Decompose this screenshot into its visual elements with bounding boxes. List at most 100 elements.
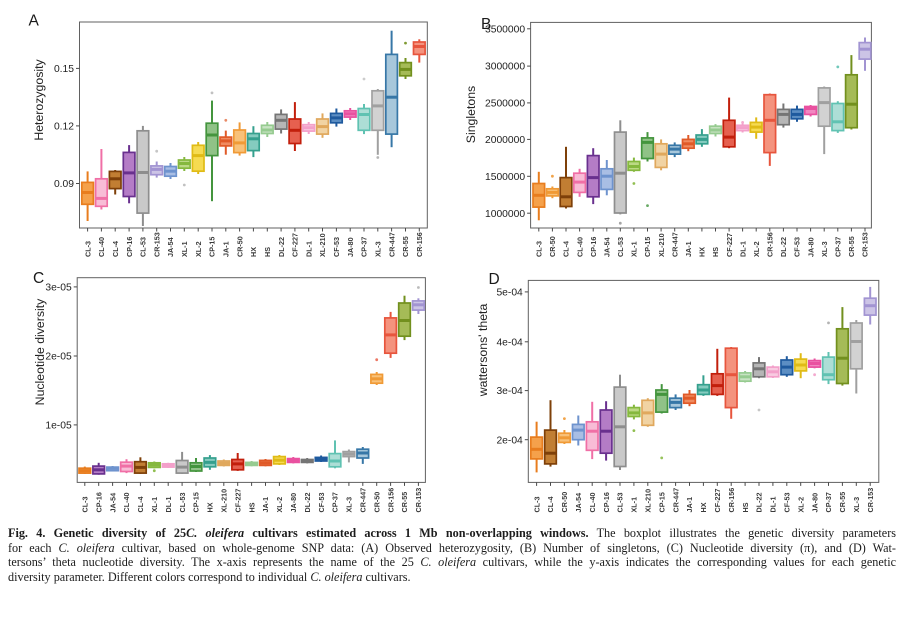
svg-text:1500000: 1500000 — [485, 172, 525, 183]
svg-text:CR-153: CR-153 — [866, 488, 875, 513]
svg-text:HS: HS — [711, 247, 720, 257]
svg-text:CR-153: CR-153 — [414, 488, 423, 513]
svg-text:5e-04: 5e-04 — [496, 288, 523, 299]
svg-text:CL-3: CL-3 — [535, 241, 544, 257]
svg-text:CR-50: CR-50 — [548, 236, 557, 257]
svg-text:JA-1: JA-1 — [685, 497, 694, 513]
svg-text:DL-1: DL-1 — [304, 241, 313, 257]
svg-text:CP-15: CP-15 — [192, 492, 201, 512]
svg-text:CP-37: CP-37 — [824, 492, 833, 512]
svg-text:CP-16: CP-16 — [589, 237, 598, 257]
svg-text:HS: HS — [247, 502, 256, 512]
svg-text:JA-54: JA-54 — [108, 493, 117, 513]
svg-text:CR-156: CR-156 — [727, 488, 736, 513]
svg-text:XL-3: XL-3 — [345, 497, 354, 513]
svg-text:CF-53: CF-53 — [783, 493, 792, 513]
svg-text:CL-4: CL-4 — [546, 497, 555, 513]
svg-text:CL-40: CL-40 — [588, 493, 597, 513]
svg-text:CR-55: CR-55 — [847, 236, 856, 257]
svg-text:XL-1: XL-1 — [630, 497, 639, 513]
svg-text:CF-53: CF-53 — [317, 493, 326, 513]
svg-text:2e-04: 2e-04 — [496, 435, 523, 446]
svg-text:CF-227: CF-227 — [713, 489, 722, 513]
svg-text:JA-1: JA-1 — [261, 497, 270, 513]
svg-text:CP-15: CP-15 — [208, 237, 217, 257]
svg-text:CR-156: CR-156 — [386, 488, 395, 513]
svg-text:JA-80: JA-80 — [289, 493, 298, 513]
svg-text:HS: HS — [263, 247, 272, 257]
svg-text:JA-54: JA-54 — [574, 493, 583, 513]
svg-text:XL-2: XL-2 — [194, 241, 203, 257]
svg-text:2500000: 2500000 — [485, 99, 525, 110]
svg-text:CL-3: CL-3 — [532, 497, 541, 513]
svg-text:CR-153: CR-153 — [861, 232, 870, 257]
svg-text:DL-1: DL-1 — [738, 241, 747, 257]
svg-text:B: B — [481, 16, 491, 33]
svg-text:1e-05: 1e-05 — [45, 421, 72, 432]
svg-text:CL-40: CL-40 — [575, 237, 584, 257]
svg-text:CR-55: CR-55 — [401, 236, 410, 257]
svg-text:DL-22: DL-22 — [277, 237, 286, 257]
svg-text:JA-1: JA-1 — [222, 241, 231, 257]
svg-text:3e-04: 3e-04 — [496, 386, 523, 397]
svg-text:3000000: 3000000 — [485, 62, 525, 73]
svg-text:XL-210: XL-210 — [318, 233, 327, 257]
svg-text:HX: HX — [206, 502, 215, 512]
svg-text:0.12: 0.12 — [54, 122, 74, 133]
svg-text:CR-447: CR-447 — [359, 488, 368, 513]
svg-text:1000000: 1000000 — [485, 209, 525, 220]
svg-text:CR-447: CR-447 — [387, 232, 396, 257]
svg-text:CP-16: CP-16 — [94, 492, 103, 512]
svg-text:CR-153: CR-153 — [152, 232, 161, 257]
svg-text:XL-2: XL-2 — [752, 241, 761, 257]
svg-text:DL-1: DL-1 — [769, 497, 778, 513]
svg-text:CF-227: CF-227 — [291, 233, 300, 257]
svg-text:CL-3: CL-3 — [81, 497, 90, 513]
svg-text:Heterozygosity: Heterozygosity — [32, 58, 46, 140]
svg-text:CL-3: CL-3 — [83, 241, 92, 257]
svg-text:HX: HX — [699, 502, 708, 512]
svg-text:CP-37: CP-37 — [331, 492, 340, 512]
svg-text:CF-53: CF-53 — [793, 237, 802, 257]
svg-text:JA-80: JA-80 — [806, 237, 815, 257]
svg-text:Nucleotide diversity: Nucleotide diversity — [33, 298, 47, 405]
svg-text:CP-37: CP-37 — [360, 237, 369, 257]
svg-text:CR-156: CR-156 — [415, 232, 424, 257]
svg-text:CL-4: CL-4 — [136, 497, 145, 513]
svg-text:XL-1: XL-1 — [630, 241, 639, 257]
svg-text:CR-447: CR-447 — [670, 232, 679, 257]
svg-text:4e-04: 4e-04 — [496, 337, 523, 348]
svg-text:0.15: 0.15 — [54, 64, 74, 75]
svg-text:JA-80: JA-80 — [810, 493, 819, 513]
svg-text:wattersons' theta: wattersons' theta — [476, 304, 490, 398]
svg-text:CL-53: CL-53 — [616, 493, 625, 513]
svg-text:CR-50: CR-50 — [372, 492, 381, 513]
svg-text:XL-210: XL-210 — [220, 489, 229, 513]
svg-text:CR-156: CR-156 — [766, 232, 775, 257]
svg-text:DL-22: DL-22 — [303, 493, 312, 513]
svg-text:CR-50: CR-50 — [560, 492, 569, 513]
svg-text:CR-55: CR-55 — [400, 492, 409, 513]
svg-text:CR-55: CR-55 — [838, 492, 847, 513]
svg-text:JA-54: JA-54 — [603, 237, 612, 257]
svg-text:CL-53: CL-53 — [616, 237, 625, 257]
svg-text:XL-3: XL-3 — [820, 241, 829, 257]
svg-text:XL-3: XL-3 — [852, 497, 861, 513]
svg-text:CL-40: CL-40 — [97, 237, 106, 257]
svg-text:HX: HX — [249, 247, 258, 257]
svg-text:CF-227: CF-227 — [233, 489, 242, 513]
svg-text:DL-22: DL-22 — [755, 493, 764, 513]
svg-text:XL-1: XL-1 — [150, 497, 159, 513]
svg-text:D: D — [489, 271, 500, 288]
svg-text:CL-4: CL-4 — [562, 241, 571, 257]
svg-text:CP-15: CP-15 — [657, 492, 666, 512]
svg-text:Singletons: Singletons — [464, 86, 478, 143]
svg-text:JA-1: JA-1 — [684, 241, 693, 257]
svg-text:XL-2: XL-2 — [796, 497, 805, 513]
svg-text:3e-05: 3e-05 — [45, 283, 72, 294]
svg-text:2e-05: 2e-05 — [45, 352, 72, 363]
svg-text:XL-210: XL-210 — [657, 233, 666, 257]
svg-text:CP-15: CP-15 — [643, 237, 652, 257]
svg-text:DL-1: DL-1 — [164, 497, 173, 513]
svg-text:XL-3: XL-3 — [374, 241, 383, 257]
